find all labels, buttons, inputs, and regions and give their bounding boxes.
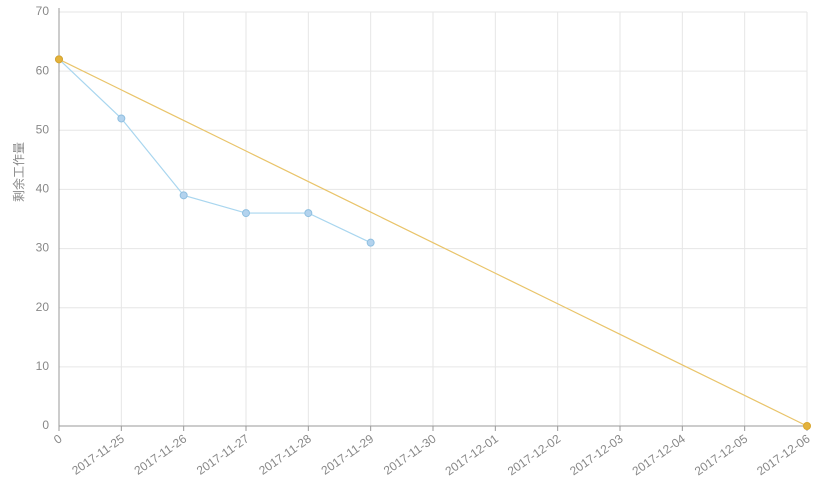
series-line	[58, 58, 371, 244]
x-tick-label: 2017-12-06	[754, 431, 813, 478]
x-tick-label: 2017-11-25	[69, 431, 127, 477]
y-tick-label: 30	[36, 241, 50, 255]
y-tick-label: 40	[36, 182, 50, 196]
y-tick-label: 10	[36, 359, 50, 373]
x-tick-label: 0	[51, 431, 65, 446]
x-tick-label: 2017-12-02	[505, 431, 564, 478]
y-tick-label: 60	[36, 63, 50, 77]
data-point	[366, 238, 375, 247]
y-tick-label: 50	[36, 122, 50, 136]
data-point	[803, 422, 811, 430]
y-tick-label: 0	[42, 418, 49, 432]
x-tick-label: 2017-12-05	[692, 431, 751, 478]
x-tick-label: 2017-11-28	[256, 431, 314, 477]
x-tick-label: 2017-12-03	[567, 431, 626, 478]
y-axis-label: 剩余工作量	[11, 142, 26, 202]
x-tick-label: 2017-11-26	[132, 431, 190, 477]
data-point	[242, 209, 250, 218]
x-tick-label: 2017-12-04	[630, 431, 689, 478]
x-tick-label: 2017-11-27	[194, 431, 252, 477]
data-point	[304, 209, 313, 218]
x-tick-label: 2017-11-29	[319, 431, 377, 477]
y-tick-label: 70	[36, 4, 50, 18]
x-tick-label: 2017-12-01	[443, 431, 502, 478]
y-tick-label: 20	[36, 300, 50, 314]
series-line	[58, 58, 808, 427]
data-point	[55, 55, 63, 64]
x-tick-label: 2017-11-30	[381, 431, 439, 477]
data-point	[117, 114, 126, 123]
data-point	[179, 191, 188, 200]
